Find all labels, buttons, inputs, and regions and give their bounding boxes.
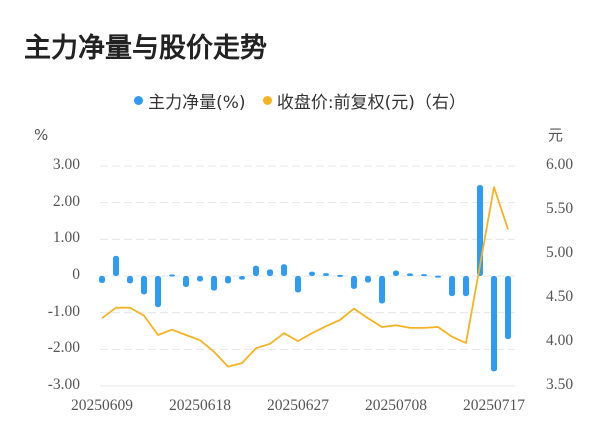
left-axis-tick: 2.00 <box>52 192 80 210</box>
right-axis-tick: 4.50 <box>546 288 574 305</box>
net-volume-bar[interactable] <box>435 275 441 278</box>
net-volume-bar[interactable] <box>169 274 175 277</box>
left-axis-tick: 1.00 <box>52 229 80 247</box>
right-axis-tick: 3.50 <box>546 376 574 393</box>
net-volume-bar[interactable] <box>351 276 357 289</box>
x-axis-tick: 20250717 <box>463 397 525 414</box>
x-axis-tick: 20250618 <box>169 397 231 414</box>
x-axis-tick: 20250708 <box>365 397 427 414</box>
chart-legend: 主力净量(%) 收盘价:前复权(元)（右） <box>0 88 600 113</box>
net-volume-bar[interactable] <box>309 271 315 276</box>
net-volume-bar[interactable] <box>197 276 203 282</box>
legend-item-close-price[interactable]: 收盘价:前复权(元)（右） <box>262 88 466 113</box>
net-volume-bar[interactable] <box>337 274 343 277</box>
x-axis-tick: 20250609 <box>71 397 133 414</box>
net-volume-bar[interactable] <box>253 265 259 276</box>
legend-item-net-volume[interactable]: 主力净量(%) <box>134 88 246 113</box>
right-axis-tick: 4.00 <box>546 332 574 349</box>
net-volume-bar[interactable] <box>239 276 245 280</box>
net-volume-bar[interactable] <box>141 276 147 295</box>
net-volume-bar[interactable] <box>281 264 287 276</box>
chart-title: 主力净量与股价走势 <box>24 33 267 64</box>
net-volume-bar[interactable] <box>267 269 273 276</box>
net-volume-bar[interactable] <box>113 255 119 276</box>
left-axis-tick: -2.00 <box>47 339 80 357</box>
net-volume-bar[interactable] <box>463 276 469 297</box>
legend-label-net-volume: 主力净量(%) <box>148 93 246 113</box>
net-volume-bar[interactable] <box>421 274 427 277</box>
left-axis-tick: -3.00 <box>47 376 80 393</box>
net-volume-bar[interactable] <box>393 270 399 277</box>
net-volume-bar[interactable] <box>211 276 217 291</box>
right-axis-tick: 5.50 <box>546 200 574 217</box>
left-axis-tick: 3.00 <box>52 156 80 173</box>
net-volume-bar[interactable] <box>379 276 385 304</box>
legend-label-close-price: 收盘价:前复权(元)（右） <box>276 93 466 113</box>
right-axis-unit: 元 <box>548 126 564 144</box>
net-volume-bar[interactable] <box>183 276 189 287</box>
net-volume-bar[interactable] <box>225 276 231 284</box>
net-volume-bar[interactable] <box>365 276 371 283</box>
net-volume-bar[interactable] <box>127 276 133 284</box>
net-volume-bar[interactable] <box>99 276 105 283</box>
right-axis-tick: 5.00 <box>546 244 574 261</box>
net-volume-bar[interactable] <box>295 276 301 293</box>
x-axis-tick: 20250627 <box>267 397 329 414</box>
left-axis-tick: 0 <box>72 266 80 283</box>
net-volume-bar[interactable] <box>155 276 161 308</box>
net-volume-bars <box>99 185 511 372</box>
net-volume-bar[interactable] <box>491 276 497 372</box>
left-axis-tick: -1.00 <box>47 302 80 320</box>
legend-dot-orange-icon <box>262 96 272 105</box>
net-volume-bar[interactable] <box>323 273 329 276</box>
gridlines <box>100 165 515 387</box>
net-volume-bar[interactable] <box>407 273 413 276</box>
close-price-line[interactable] <box>101 186 509 368</box>
left-axis-unit: % <box>34 126 49 144</box>
legend-dot-blue-icon <box>134 96 144 105</box>
net-volume-bar[interactable] <box>449 276 455 297</box>
net-volume-bar[interactable] <box>505 276 511 340</box>
right-axis-tick: 6.00 <box>546 156 574 173</box>
